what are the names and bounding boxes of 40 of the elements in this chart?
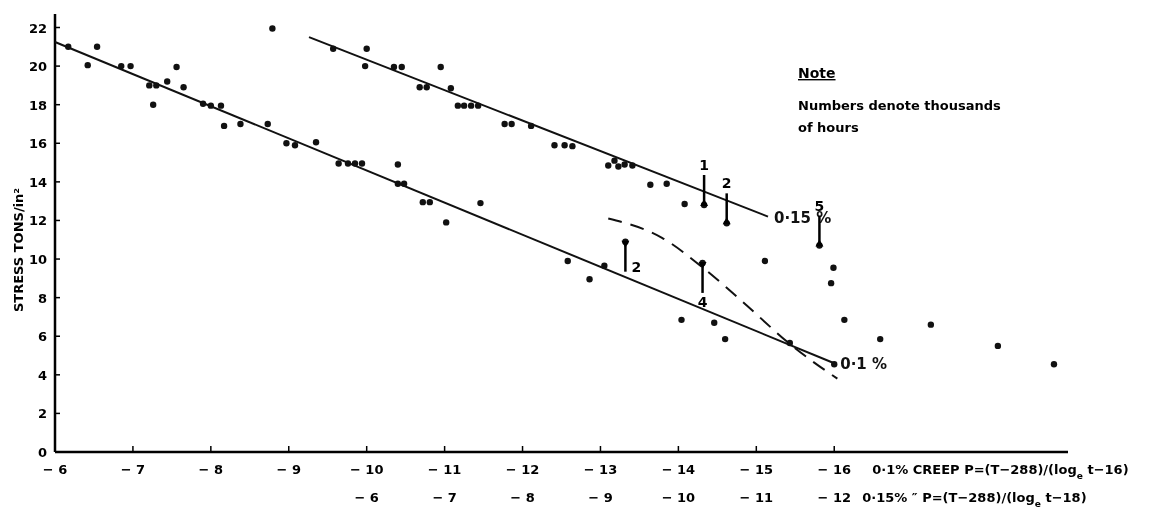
y-axis-title: STRESS TONS/in² — [11, 187, 26, 313]
x-tick-label: − 6 — [42, 462, 68, 477]
y-tick-label: 0 — [37, 445, 47, 460]
x2-tick-label: − 7 — [432, 490, 457, 505]
x-tick-label: − 12 — [505, 462, 540, 477]
x2-tick-label: − 9 — [588, 490, 613, 505]
x-axis-title: 0·1% CREEP P=(T−288)/(log$_{e}$t−16) — [872, 462, 1129, 481]
x-tick-label: − 15 — [739, 462, 774, 477]
y-tick-label: 8 — [37, 290, 47, 306]
x2-tick-label: − 11 — [739, 490, 774, 505]
annotation: 1 — [699, 157, 709, 174]
x-tick-label: − 16 — [817, 462, 851, 477]
x2-tick-label: − 6 — [354, 490, 379, 505]
x-tick-label: − 14 — [661, 462, 696, 477]
y-tick-label: 6 — [37, 329, 47, 345]
x-tick-label: − 7 — [120, 462, 146, 477]
annotation: 4 — [697, 293, 708, 310]
y-tick-label: 14 — [28, 174, 47, 190]
annotation: 2 — [631, 258, 642, 275]
annotation: 2 — [721, 175, 732, 192]
x2-tick-label: − 8 — [510, 490, 535, 505]
y-tick-label: 4 — [37, 367, 47, 383]
annotation: Note — [798, 65, 836, 81]
y-tick-label: 22 — [28, 20, 47, 36]
y-tick-label: 12 — [28, 213, 47, 229]
x-tick-label: − 11 — [427, 462, 462, 477]
x2-axis-title: 0·15% ″ P=(T−288)/(log$_{e}$t−18) — [862, 490, 1087, 509]
x-tick-label: − 9 — [276, 462, 301, 477]
y-tick-label: 18 — [28, 97, 47, 113]
y-tick-label: 20 — [28, 59, 47, 75]
series-label: 0·1 % — [840, 355, 888, 374]
x-tick-label: − 10 — [349, 462, 384, 477]
y-tick-label: 2 — [37, 406, 47, 422]
y-tick-label: 10 — [28, 252, 47, 268]
y-tick-label: 16 — [28, 136, 47, 152]
x2-tick-label: − 12 — [817, 490, 851, 505]
x-tick-label: − 8 — [198, 462, 224, 477]
x-tick-label: − 13 — [583, 462, 618, 477]
x2-tick-label: − 10 — [661, 490, 696, 505]
annotation: Numbers denote thousands of hours — [798, 98, 1002, 135]
